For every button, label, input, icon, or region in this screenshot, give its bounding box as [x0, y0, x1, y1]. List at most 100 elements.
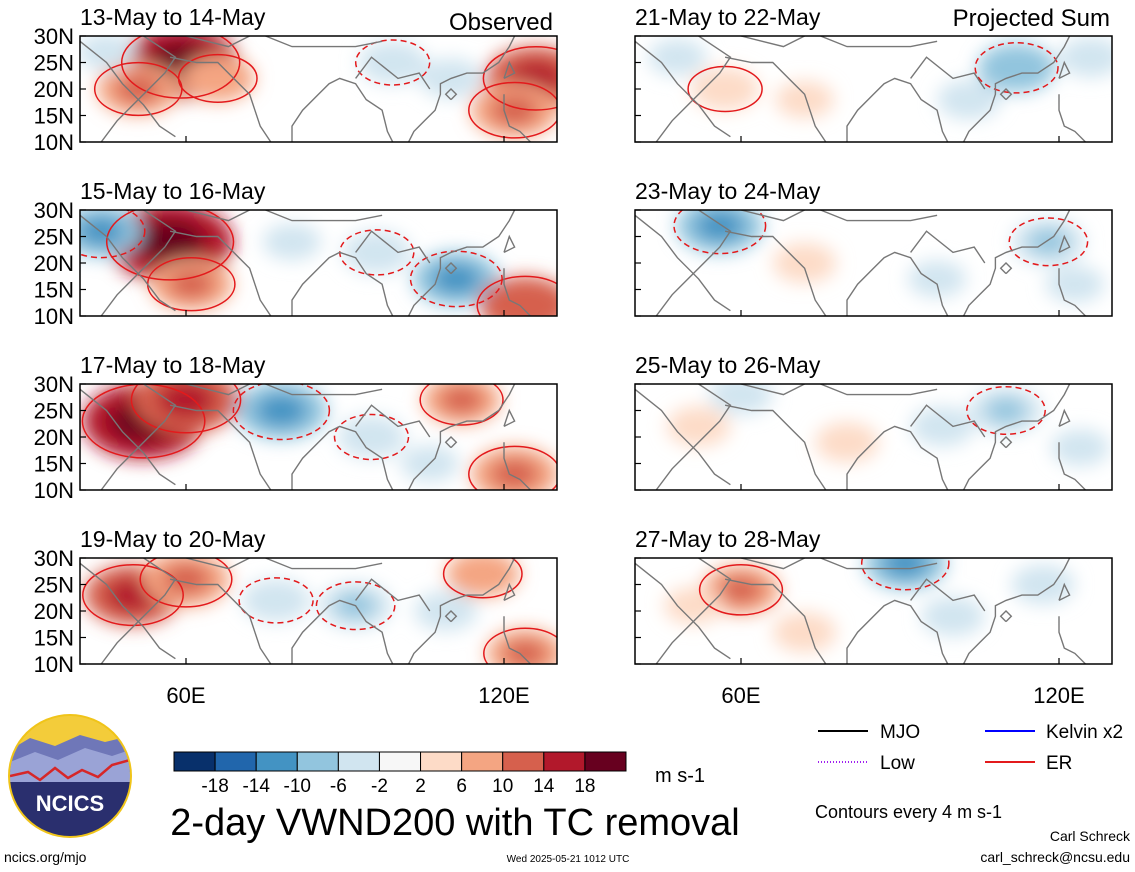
colorbar-tick-label: 18: [574, 776, 595, 797]
er-contour: [105, 210, 235, 281]
map-panels: 13-May to 14-May 15-May to 16-May 17-May t…: [79, 4, 1113, 665]
anomaly-blob: [337, 415, 406, 459]
y-tick-label: 30N: [34, 372, 74, 397]
footer-email: carl_schreck@ncsu.edu: [980, 849, 1130, 865]
coastline: [185, 558, 250, 570]
coastline: [503, 616, 531, 664]
y-tick-label: 20N: [34, 251, 74, 276]
coastline: [635, 388, 731, 486]
coastline: [169, 404, 272, 490]
anomaly-blob: [773, 612, 837, 653]
coastline: [1058, 582, 1071, 602]
coastline: [100, 36, 177, 142]
coastline: [846, 251, 949, 316]
coastline: [291, 425, 394, 490]
figure-title: 2-day VWND200 with TC removal: [170, 802, 739, 844]
coastline: [1058, 616, 1086, 664]
anomaly-core: [462, 561, 503, 587]
er-contour: [139, 558, 233, 608]
anomaly-blob: [910, 406, 975, 447]
coastline: [355, 404, 431, 438]
panel-2: 15-May to 16-May: [79, 178, 558, 317]
coastline: [444, 262, 458, 275]
coastline: [635, 40, 731, 138]
coastline: [910, 230, 986, 264]
coastline: [635, 214, 731, 312]
coastline: [655, 210, 732, 316]
anomaly-core: [995, 54, 1038, 82]
coastline: [724, 404, 827, 490]
er-contour: [468, 445, 557, 490]
legend-label-kelvin: Kelvin x2: [1046, 722, 1123, 743]
coastline: [80, 388, 176, 486]
anomaly-blob: [709, 384, 773, 415]
legend-label-mjo: MJO: [880, 722, 920, 743]
coastline: [185, 210, 250, 222]
coastline: [1058, 60, 1071, 80]
anomaly-blob: [773, 243, 837, 283]
coastline: [820, 558, 938, 570]
coastline: [407, 558, 516, 664]
coastline: [740, 384, 805, 396]
anomaly-blob: [815, 422, 879, 463]
coastline: [291, 599, 394, 664]
logo-text: NCICS: [36, 791, 104, 816]
er-contour: [315, 581, 396, 631]
coastline: [355, 230, 431, 264]
ncics-logo: NCICS: [8, 714, 132, 838]
observed-label: Observed: [449, 9, 553, 36]
coastline: [407, 210, 516, 316]
anomaly-blob: [358, 41, 427, 84]
anomaly-core: [985, 397, 1027, 424]
footer-timestamp: Wed 2025-05-21 1012 UTC: [507, 854, 630, 865]
coastline: [355, 578, 431, 612]
colorbar-swatch: [420, 751, 463, 772]
panel-title: 21-May to 22-May: [635, 4, 821, 30]
y-tick-label: 20N: [34, 599, 74, 624]
coastline: [910, 56, 986, 90]
projected-label: Projected Sum: [953, 5, 1110, 32]
coastline: [503, 408, 516, 428]
y-tick-label: 30N: [34, 24, 74, 49]
coastline: [444, 610, 458, 623]
coastline: [355, 56, 431, 90]
panel-title: 17-May to 18-May: [80, 352, 266, 378]
colorbar-tick-label: -18: [201, 776, 228, 797]
colorbar-swatch: [214, 751, 257, 772]
colorbar-swatch: [584, 751, 627, 772]
coastline: [724, 56, 827, 142]
coastline: [100, 210, 177, 316]
coastline: [999, 88, 1013, 101]
er-contour: [130, 384, 242, 434]
coastline: [169, 56, 272, 142]
anomaly-blob: [414, 591, 478, 631]
er-contour: [687, 65, 763, 113]
er-contour: [120, 36, 241, 99]
anomaly-blob: [775, 81, 834, 119]
y-tick-label: 20N: [34, 425, 74, 450]
panel-4: 19-May to 20-May: [79, 526, 558, 665]
coastline: [503, 94, 531, 142]
anomaly-blob: [691, 67, 760, 111]
er-contour: [333, 413, 410, 461]
axes: 30N25N20N15N10N30N25N20N15N10N30N25N20N1…: [34, 24, 1085, 708]
anomaly-core: [162, 564, 210, 595]
anomaly-core: [197, 65, 238, 92]
colorbar-swatch: [255, 751, 298, 772]
panel-title: 15-May to 16-May: [80, 178, 266, 204]
panel-7: 25-May to 26-May: [634, 352, 1113, 491]
coastline: [444, 436, 458, 449]
coastline: [80, 214, 176, 312]
legend: MJO Kelvin x2 Low ER Contours every 4 m …: [815, 722, 1123, 822]
er-contour: [442, 558, 523, 599]
coastline: [1058, 234, 1071, 254]
coastline: [910, 404, 986, 438]
colorbar-swatch: [461, 751, 504, 772]
coastline: [820, 36, 938, 48]
colorbar-units: m s-1: [655, 765, 705, 787]
anomaly-core: [499, 289, 551, 316]
coastline: [962, 36, 1071, 142]
coastline: [503, 268, 531, 316]
anomaly-core: [440, 386, 483, 414]
coastline: [265, 36, 383, 48]
